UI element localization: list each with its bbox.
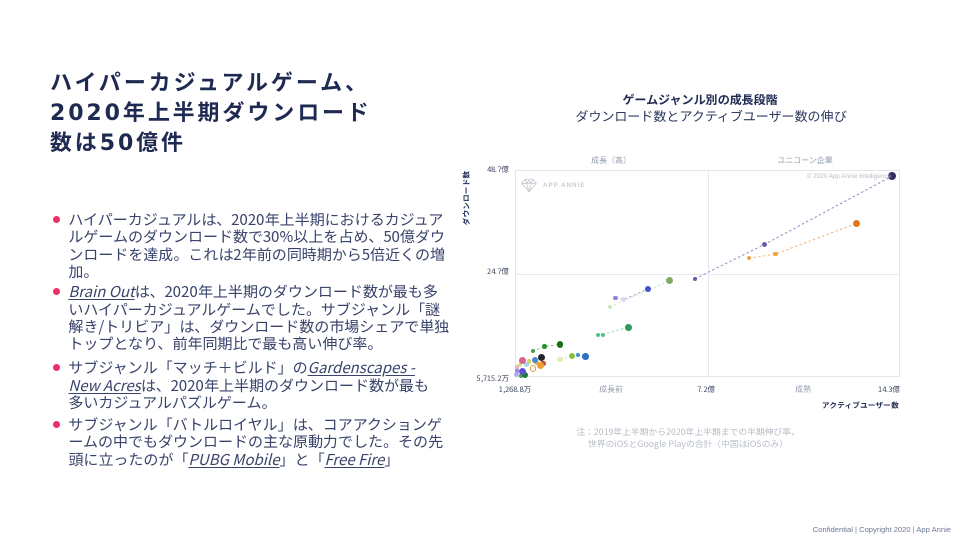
royalblue-trend-point: [621, 297, 626, 302]
bullet-item: Brain Outは、2020年上半期のダウンロード数が最も多いハイパーカジュア…: [50, 283, 450, 353]
cluster-point: [534, 360, 540, 366]
quadrant-label-bottom-right: 成熟: [795, 383, 811, 395]
bullet-marker-icon: [53, 364, 60, 372]
bullet-text: サブジャンル「バトルロイヤル」は、コアアクションゲームの中でもダウンロードの主な…: [68, 413, 443, 470]
chart-note-line2: 世界のiOSとGoogle Playの合計（中国はiOSのみ）: [587, 436, 789, 450]
chart-copyright: © 2020 App Annie Intelligence: [806, 172, 891, 180]
x-tick-label: 14.3億: [877, 384, 901, 395]
forest-trend-point: [530, 349, 535, 354]
bullet-text: Brain Outは、2020年上半期のダウンロード数が最も多いハイパーカジュア…: [68, 281, 450, 355]
bullet-marker-icon: [53, 216, 60, 224]
orange-trend-point: [852, 219, 861, 228]
mint-trend-point: [595, 332, 600, 337]
mint-trend-point: [625, 324, 632, 331]
watermark-text: APP ANNIE: [543, 182, 586, 189]
cluster-point: [518, 373, 524, 379]
cluster-point: [514, 364, 520, 370]
quadrant-label-bottom-left: 成長前: [599, 383, 623, 395]
cluster-point: [514, 368, 520, 373]
quadrant-label-top-right: ユニコーン企業: [777, 155, 833, 166]
y-tick-label: 48.7億: [486, 163, 509, 175]
sage-trend-line: [609, 280, 670, 308]
sage-trend-point: [665, 277, 673, 285]
cluster-point: [519, 356, 527, 364]
bullet-marker-icon: [53, 288, 60, 296]
x-axis-label: アクティブユーザー数: [821, 400, 899, 411]
indigo-trend-point: [888, 172, 896, 181]
indigo-trend-point: [692, 276, 698, 281]
bullet-item: ハイパーカジュアルは、2020年上半期におけるカジュアルゲームのダウンロード数で…: [50, 211, 455, 281]
forest-trend-point: [556, 341, 564, 348]
app-annie-watermark: APP ANNIE: [521, 178, 585, 193]
scatter-plot: [513, 170, 900, 379]
royalblue-trend-point: [613, 295, 618, 300]
cluster-point: [526, 359, 532, 364]
cluster-point: [517, 362, 523, 368]
cluster-point: [513, 372, 519, 378]
bullet-text: サブジャンル「マッチ＋ビルド」のGardenscapes - New Acres…: [68, 357, 430, 414]
trend-lines-layer: [532, 175, 893, 360]
x-tick-label: 7.2億: [697, 384, 716, 395]
cluster-point: [519, 367, 527, 375]
forest-trend-point: [542, 344, 547, 349]
indigo-trend-point: [762, 241, 768, 247]
bullet-text: ハイパーカジュアルは、2020年上半期におけるカジュアルゲームのダウンロード数で…: [68, 209, 446, 283]
chart-title: ゲームジャンル別の成長段階: [622, 91, 778, 108]
mint-trend-point: [600, 332, 605, 337]
yellowgreen-trend-point: [557, 356, 563, 363]
orange-trend-point: [773, 251, 778, 257]
x-tick-label: 1,268.8万: [498, 384, 532, 395]
blue-trend-point: [582, 353, 589, 360]
chart-note-line1: 注：2019年上半期から2020年上半期までの半期伸び率。: [576, 424, 800, 438]
y-tick-label: 5,715.2万: [476, 373, 509, 384]
y-tick-label: 24.7億: [486, 265, 509, 277]
cluster-point: [532, 357, 538, 363]
y-axis-label: ダウンロード数: [461, 170, 472, 226]
yellowgreen-trend-point: [568, 353, 575, 360]
quadrant-divider-horizontal: [516, 273, 899, 275]
quadrant-label-top-left: 成長（高）: [591, 155, 631, 166]
cluster-point: [537, 362, 545, 370]
app-annie-gem-icon: [521, 178, 537, 193]
bullet-item: サブジャンル「マッチ＋ビルド」のGardenscapes - New Acres…: [50, 359, 436, 411]
royalblue-trend-point: [644, 285, 652, 293]
bullet-list: ハイパーカジュアルは、2020年上半期におけるカジュアルゲームのダウンロード数で…: [50, 211, 456, 473]
royalblue-trend-line: [615, 288, 649, 301]
chart-subtitle: ダウンロード数とアクティブユーザー数の伸び: [575, 106, 847, 125]
bullet-marker-icon: [53, 421, 60, 429]
blue-trend-point: [575, 353, 580, 357]
bullet-item: サブジャンル「バトルロイヤル」は、コアアクションゲームの中でもダウンロードの主な…: [50, 416, 455, 468]
cluster-point: [538, 353, 546, 361]
cluster-point: [524, 361, 530, 367]
indigo-trend-line: [694, 175, 893, 280]
page-footer: Confidential | Copyright 2020 | App Anni…: [812, 524, 951, 534]
slide-title: ハイパーカジュアルゲーム、 2020年上半期ダウンロード 数は50億件: [50, 70, 372, 156]
cluster-point: [521, 371, 529, 378]
orange-trend-point: [746, 256, 751, 261]
cluster-point: [529, 365, 537, 372]
orange-trend-line: [748, 222, 857, 259]
sage-trend-point: [607, 304, 612, 309]
